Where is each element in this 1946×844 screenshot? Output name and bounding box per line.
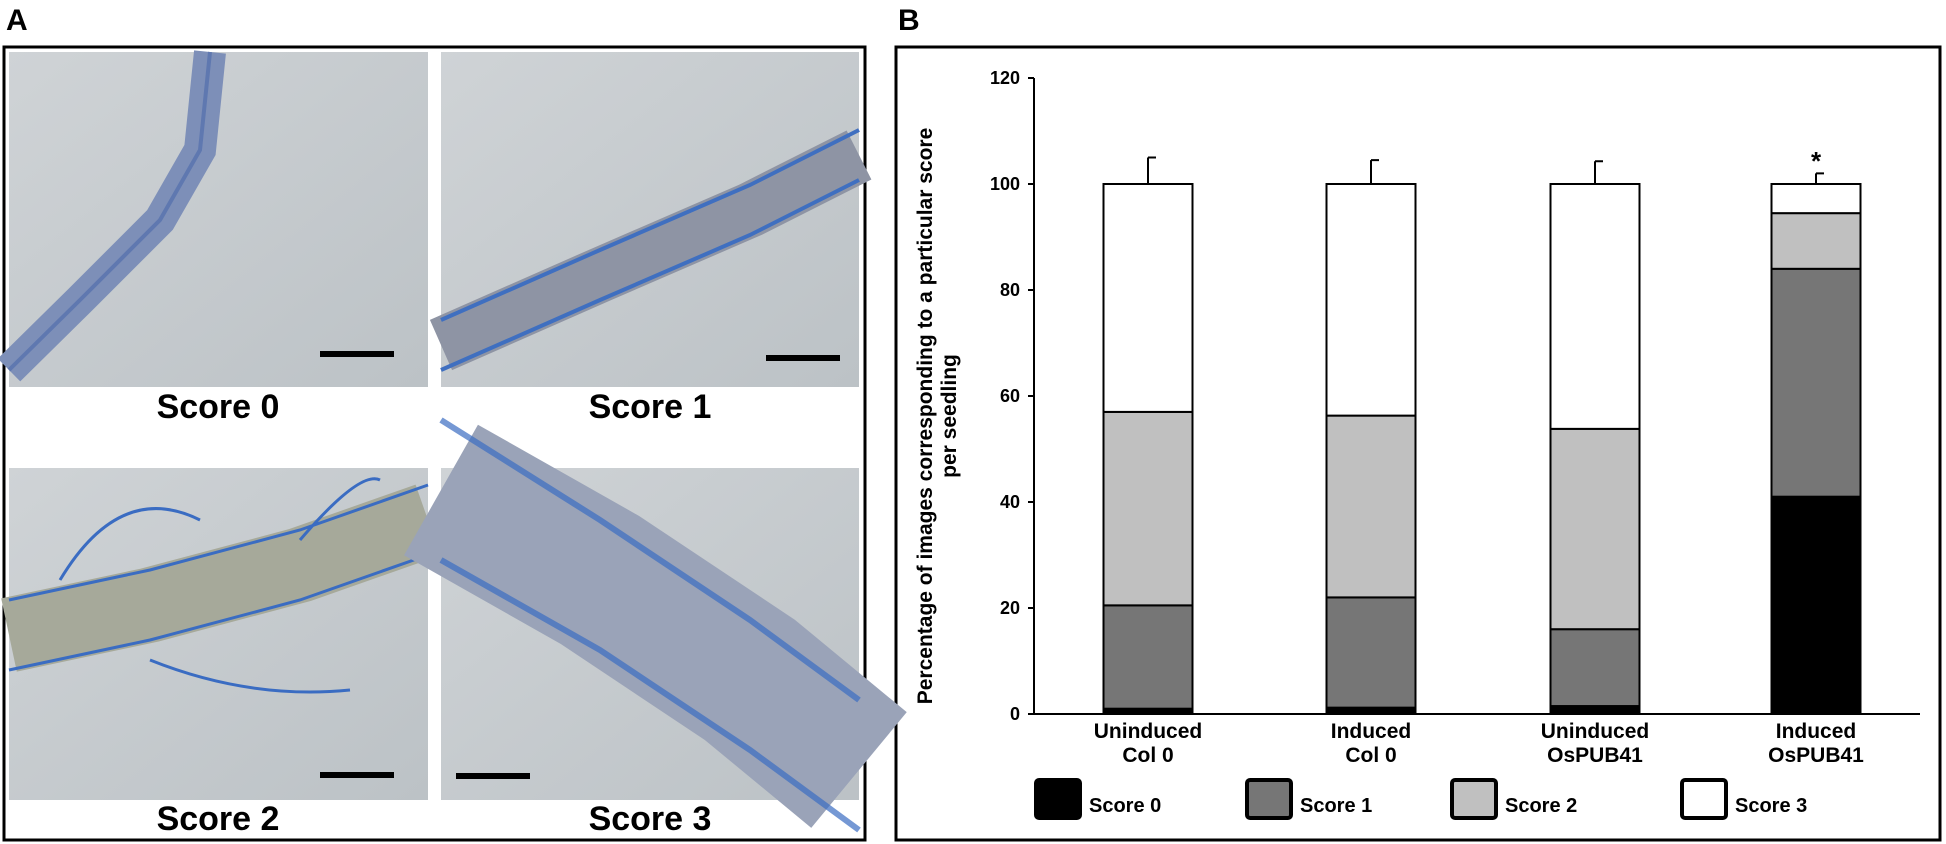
y-tick-label: 120 (990, 68, 1020, 88)
bar-segment (1549, 628, 1641, 708)
bar-segment (1102, 410, 1194, 607)
image-caption: Score 2 (157, 800, 280, 838)
annotation: * (1811, 146, 1822, 176)
legend-label: Score 1 (1300, 795, 1372, 817)
bar-segment (1549, 183, 1641, 430)
y-tick-label: 0 (1010, 704, 1020, 724)
bar-segment (1102, 183, 1194, 413)
bar-segment (1549, 427, 1641, 631)
legend-swatch (1680, 778, 1728, 820)
error-bar (1594, 160, 1603, 184)
error-bar (1147, 156, 1156, 184)
y-tick-label: 20 (1000, 598, 1020, 618)
legend-swatch (1034, 778, 1082, 820)
bar-segment (1325, 596, 1417, 709)
legend-label: Score 2 (1505, 795, 1577, 817)
micrograph (0, 50, 428, 387)
image-caption: Score 1 (589, 388, 712, 426)
legend-swatch (1245, 778, 1293, 820)
y-axis-label: Percentage of images corresponding to a … (914, 128, 937, 705)
bar-segment (1102, 604, 1194, 710)
bar-segment (1549, 705, 1641, 715)
y-tick-label: 100 (990, 174, 1020, 194)
image-caption: Score 0 (157, 388, 280, 426)
error-bar (1815, 172, 1824, 184)
micrograph (1, 468, 441, 800)
legend-label: Score 0 (1089, 795, 1161, 817)
error-bar (1370, 159, 1379, 184)
panel-a-frame (2, 45, 867, 842)
micrograph (404, 417, 907, 833)
bar-segment (1325, 414, 1417, 599)
bar-segment (1770, 212, 1862, 270)
bar-segment (1770, 183, 1862, 215)
panel-label: A (6, 4, 28, 37)
legend-swatch (1450, 778, 1498, 820)
y-tick-label: 60 (1000, 386, 1020, 406)
x-tick-label: Uninduced OsPUB41 (1541, 720, 1650, 767)
x-tick-label: Induced OsPUB41 (1768, 720, 1864, 767)
micrograph (429, 52, 872, 387)
panel-b-frame (894, 45, 1942, 842)
bar-segment (1770, 267, 1862, 498)
image-caption: Score 3 (589, 800, 712, 838)
panel-label: B (898, 4, 920, 37)
y-axis-label: per seedling (938, 354, 961, 478)
bar-segment (1325, 183, 1417, 417)
x-tick-label: Induced Col 0 (1331, 720, 1412, 767)
y-tick-label: 80 (1000, 280, 1020, 300)
bar-segment (1770, 495, 1862, 716)
x-tick-label: Uninduced Col 0 (1094, 720, 1203, 767)
y-tick-label: 40 (1000, 492, 1020, 512)
legend-label: Score 3 (1735, 795, 1807, 817)
